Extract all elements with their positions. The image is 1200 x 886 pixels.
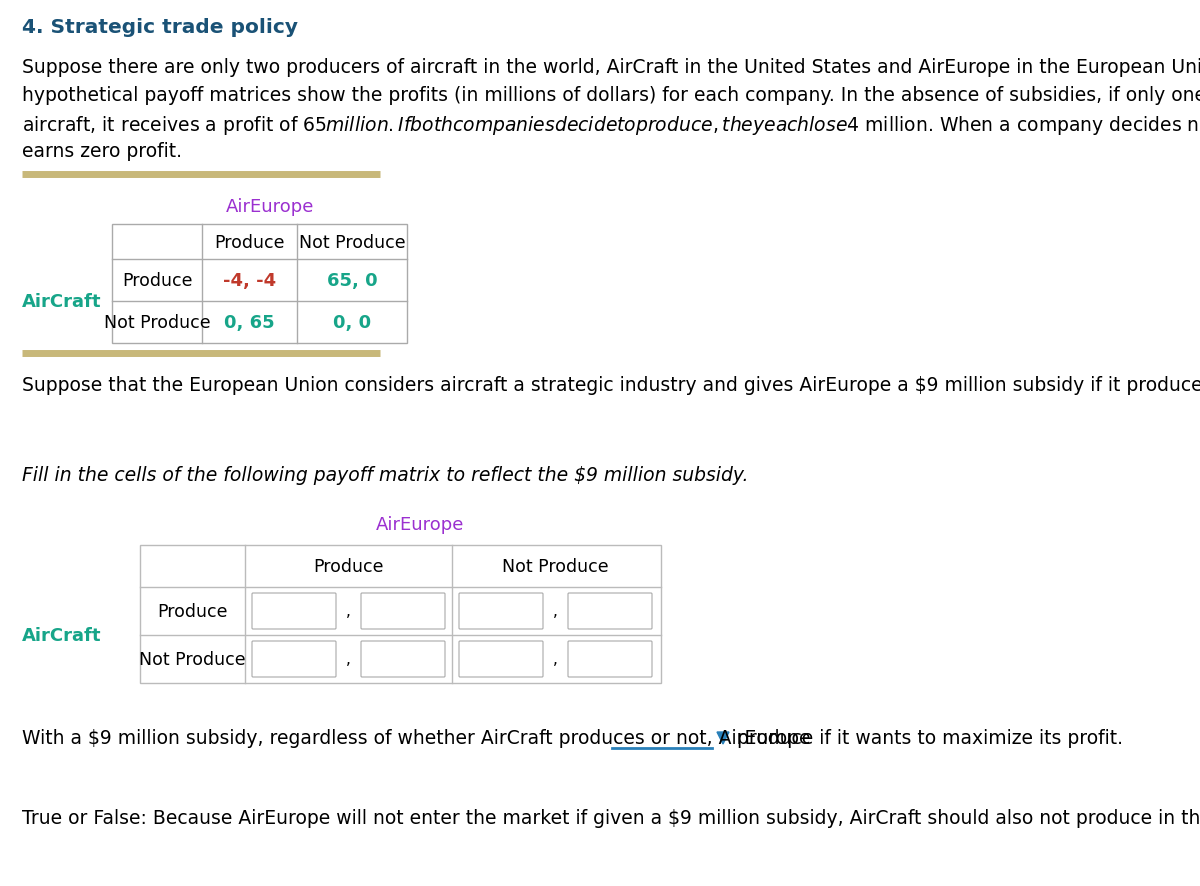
Text: ,: , (553, 652, 558, 667)
Text: AirEurope: AirEurope (226, 198, 314, 216)
Text: Suppose there are only two producers of aircraft in the world, AirCraft in the U: Suppose there are only two producers of … (22, 58, 1200, 77)
FancyBboxPatch shape (460, 641, 544, 677)
FancyBboxPatch shape (361, 641, 445, 677)
FancyBboxPatch shape (252, 594, 336, 629)
Text: Not Produce: Not Produce (299, 233, 406, 252)
Text: 65, 0: 65, 0 (326, 272, 377, 290)
Text: ,: , (553, 604, 558, 618)
Text: True or False: Because AirEurope will not enter the market if given a $9 million: True or False: Because AirEurope will no… (22, 808, 1200, 827)
FancyBboxPatch shape (568, 641, 652, 677)
Text: 0, 65: 0, 65 (224, 314, 275, 331)
Text: AirCraft: AirCraft (22, 626, 102, 644)
Text: Suppose that the European Union considers aircraft a strategic industry and give: Suppose that the European Union consider… (22, 376, 1200, 394)
Text: -4, -4: -4, -4 (223, 272, 276, 290)
Text: Fill in the cells of the following payoff matrix to reflect the $9 million subsi: Fill in the cells of the following payof… (22, 465, 749, 485)
FancyBboxPatch shape (460, 594, 544, 629)
Text: AirEurope: AirEurope (376, 516, 464, 533)
Text: aircraft, it receives a profit of $65 million. If both companies decide to produ: aircraft, it receives a profit of $65 mi… (22, 114, 1200, 136)
Text: Not Produce: Not Produce (502, 557, 608, 575)
Text: AirCraft: AirCraft (22, 292, 102, 311)
Bar (112, 225, 407, 344)
Text: 0, 0: 0, 0 (332, 314, 371, 331)
Polygon shape (718, 732, 730, 744)
FancyBboxPatch shape (361, 594, 445, 629)
Text: Produce: Produce (121, 272, 192, 290)
Text: Produce: Produce (313, 557, 384, 575)
Text: Not Produce: Not Produce (139, 650, 246, 668)
Text: produce if it wants to maximize its profit.: produce if it wants to maximize its prof… (737, 728, 1123, 747)
FancyBboxPatch shape (252, 641, 336, 677)
Text: hypothetical payoff matrices show the profits (in millions of dollars) for each : hypothetical payoff matrices show the pr… (22, 86, 1200, 105)
Text: earns zero profit.: earns zero profit. (22, 142, 182, 161)
Text: Not Produce: Not Produce (103, 314, 210, 331)
Text: Produce: Produce (157, 602, 228, 620)
Text: 4. Strategic trade policy: 4. Strategic trade policy (22, 18, 298, 37)
Bar (140, 546, 661, 683)
Text: ,: , (346, 604, 350, 618)
Text: With a $9 million subsidy, regardless of whether AirCraft produces or not, AirEu: With a $9 million subsidy, regardless of… (22, 728, 810, 747)
Text: ,: , (346, 652, 350, 667)
FancyBboxPatch shape (568, 594, 652, 629)
Text: Produce: Produce (215, 233, 284, 252)
